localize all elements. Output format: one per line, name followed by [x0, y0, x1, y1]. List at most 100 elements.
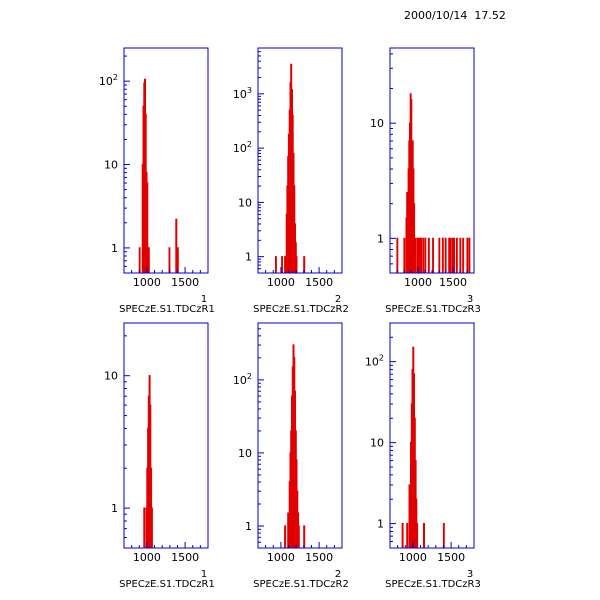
histogram-bin: [150, 507, 153, 548]
y-tick-label: 102: [365, 354, 384, 369]
histogram-bin: [168, 247, 171, 273]
histogram-bin: [406, 523, 409, 548]
histogram-title: SPECzE.S1.TDCzR3: [385, 579, 481, 590]
x-tick-label: 1500: [439, 276, 467, 289]
x-tick-label: 1000: [133, 276, 161, 289]
histogram-bin: [281, 256, 283, 273]
histogram-bin: [143, 507, 146, 548]
histogram-bin: [420, 237, 423, 273]
y-tick-label: 10: [370, 437, 384, 450]
x-tick-label: 1500: [437, 551, 465, 564]
y-tick-label: 102: [99, 73, 118, 88]
histogram-bin: [466, 237, 469, 273]
histogram-bin: [417, 237, 420, 273]
x-tick-label: 1500: [171, 276, 199, 289]
histogram-bin: [284, 256, 287, 273]
x-tick-label: 1500: [171, 551, 199, 564]
histogram-id-label: 1: [201, 294, 207, 305]
histogram-bin: [275, 256, 277, 273]
histogram-title: SPECzE.S1.TDCzR1: [119, 579, 215, 590]
timestamp: 2000/10/14 17.52: [404, 9, 506, 22]
y-tick-label: 1: [377, 232, 384, 245]
histogram-bin: [459, 237, 462, 273]
x-tick-label: 1000: [404, 276, 432, 289]
y-tick-label: 103: [233, 86, 252, 101]
histogram-bin: [408, 484, 411, 548]
histogram-bin: [414, 237, 417, 273]
histogram-bin: [444, 237, 447, 273]
histogram-title: SPECzE.S1.TDCzR3: [385, 304, 481, 315]
y-tick-label: 1: [245, 251, 252, 264]
plot-frame: [389, 322, 475, 549]
histogram-bin: [416, 523, 419, 548]
plot-frame: [123, 322, 209, 549]
histogram-id-label: 1: [201, 569, 207, 580]
x-tick-label: 1500: [305, 276, 333, 289]
histogram-bin: [418, 237, 421, 273]
histogram-id-label: 2: [335, 294, 341, 305]
histogram-bin: [403, 237, 406, 273]
histogram-bin: [176, 247, 179, 273]
histogram-bin: [287, 512, 290, 548]
plot-frame: [257, 322, 343, 549]
histogram-bin: [146, 182, 149, 273]
y-tick-label: 1: [111, 242, 118, 255]
histogram-bin: [442, 523, 445, 548]
histogram-bin: [424, 237, 427, 273]
plot-frame: [389, 47, 475, 274]
histogram-bin: [448, 237, 451, 273]
histogram-bin: [422, 237, 425, 273]
y-tick-label: 10: [104, 159, 118, 172]
histogram-bin: [462, 237, 465, 273]
histogram-bin: [295, 256, 298, 273]
y-tick-label: 10: [104, 370, 118, 383]
histogram-title: SPECzE.S1.TDCzR1: [119, 304, 215, 315]
histogram-bin: [138, 247, 141, 273]
histogram-title: SPECzE.S1.TDCzR2: [253, 579, 349, 590]
x-tick-label: 1500: [305, 551, 333, 564]
histogram-bin: [468, 237, 471, 273]
histogram-bin: [427, 237, 430, 273]
y-tick-label: 102: [233, 372, 252, 387]
y-tick-label: 1: [377, 518, 384, 531]
histogram-id-label: 3: [467, 294, 473, 305]
x-tick-label: 1000: [267, 551, 295, 564]
histogram-bin: [303, 525, 306, 548]
histogram-bin: [147, 247, 150, 273]
histogram-bin: [441, 237, 444, 273]
x-tick-label: 1000: [267, 276, 295, 289]
histogram-bin: [297, 525, 300, 548]
x-tick-label: 1000: [399, 551, 427, 564]
histogram-bin: [406, 191, 409, 273]
y-tick-label: 1: [111, 502, 118, 515]
histogram-id-label: 2: [335, 569, 341, 580]
y-tick-label: 1: [245, 520, 252, 533]
histogram-bin: [396, 237, 399, 273]
histogram-bin: [455, 237, 458, 273]
histogram-title: SPECzE.S1.TDCzR2: [253, 304, 349, 315]
histogram-bin: [401, 523, 404, 548]
plot-frame: [123, 47, 209, 274]
y-tick-label: 10: [238, 447, 252, 460]
histogram-bin: [284, 525, 287, 548]
histogram-bin: [413, 203, 416, 273]
histogram-bin: [423, 523, 425, 548]
y-tick-label: 10: [370, 117, 384, 130]
histogram-bin: [449, 237, 452, 273]
y-tick-label: 10: [238, 196, 252, 209]
y-tick-label: 102: [233, 140, 252, 155]
histogram-bin: [438, 237, 441, 273]
histogram-bin: [175, 218, 178, 273]
x-tick-label: 1000: [133, 551, 161, 564]
histogram-bin: [303, 256, 306, 273]
histogram-id-label: 3: [467, 569, 473, 580]
plot-frame: [257, 47, 343, 274]
histogram-bin: [432, 237, 434, 273]
